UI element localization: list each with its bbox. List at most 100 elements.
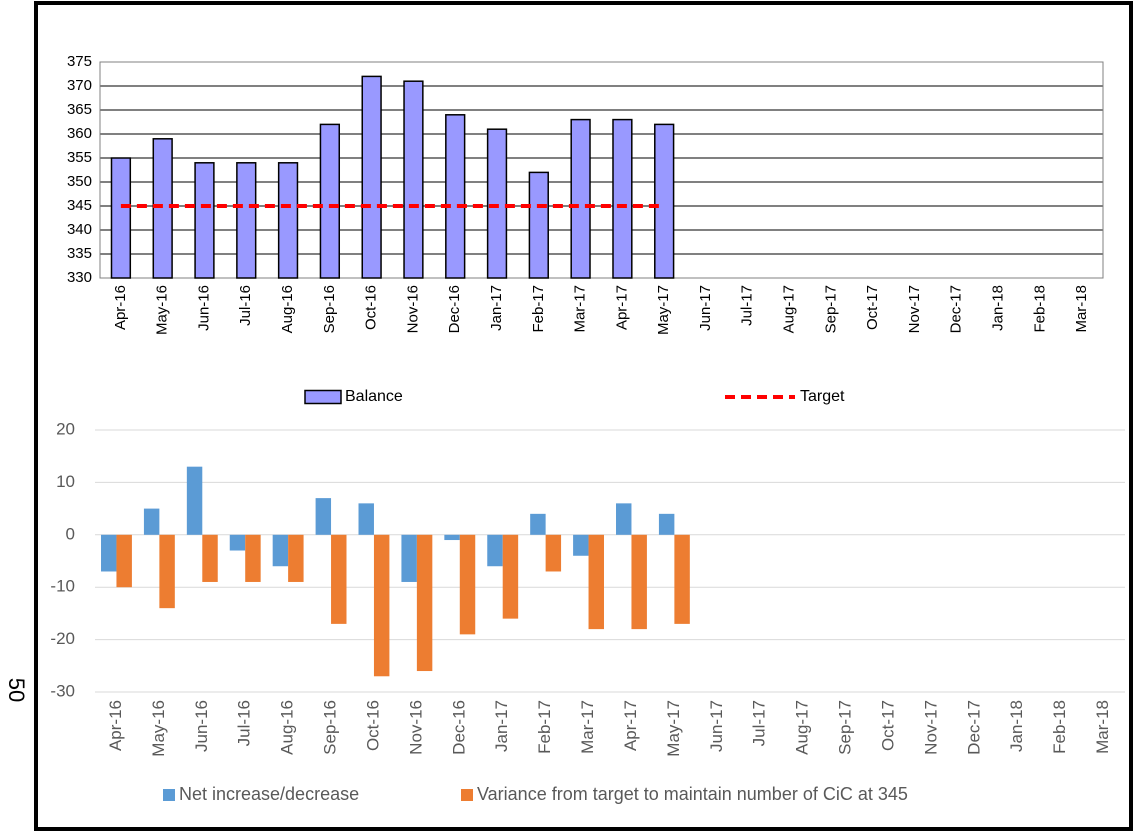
bar: [530, 513, 546, 535]
x-tick-label: Apr-16: [106, 700, 125, 751]
bar: [631, 534, 647, 630]
x-tick-label: Oct-16: [363, 285, 380, 330]
x-tick-label: Sep-16: [321, 700, 340, 755]
bar: [487, 534, 503, 567]
x-tick-label: Jul-16: [235, 700, 254, 746]
y-tick-label: -30: [50, 681, 75, 700]
legend-label: Target: [800, 388, 845, 405]
y-tick-label: -20: [50, 629, 75, 648]
x-tick-label: Feb-17: [535, 700, 554, 754]
bar: [202, 534, 218, 582]
x-tick-label: Jul-16: [237, 285, 254, 326]
bar: [152, 138, 173, 279]
x-tick-label: Oct-17: [878, 700, 897, 751]
legend-label: Net increase/decrease: [179, 784, 359, 804]
legend-label: Variance from target to maintain number …: [477, 784, 908, 804]
x-tick-label: Jun-16: [195, 285, 212, 331]
x-tick-label: Jun-17: [707, 700, 726, 752]
bar: [272, 534, 289, 567]
bar: [236, 162, 257, 279]
bar: [545, 534, 562, 572]
bar: [288, 534, 304, 582]
x-tick-label: Jun-17: [697, 285, 714, 331]
bar: [674, 534, 690, 624]
x-tick-label: Jan-17: [488, 285, 505, 331]
x-tick-label: Jan-17: [492, 700, 511, 752]
x-tick-label: May-17: [655, 285, 672, 335]
x-tick-label: May-17: [664, 700, 683, 757]
x-tick-label: Dec-17: [948, 285, 965, 333]
x-tick-label: Apr-17: [613, 285, 630, 330]
x-tick-label: Nov-17: [921, 700, 940, 755]
bar: [315, 498, 332, 535]
bar: [502, 534, 519, 619]
y-tick-label: 370: [67, 77, 92, 94]
x-tick-label: Nov-17: [906, 285, 923, 333]
bar: [444, 534, 460, 541]
bar: [612, 118, 633, 279]
bar: [277, 162, 299, 279]
bar: [143, 508, 160, 535]
bar: [245, 534, 261, 582]
bar: [528, 171, 549, 279]
y-tick-label: 355: [67, 149, 92, 166]
bar: [110, 157, 132, 279]
x-tick-label: Feb-18: [1031, 285, 1048, 333]
bar: [319, 123, 341, 279]
y-tick-label: 350: [67, 173, 92, 190]
x-tick-label: Apr-16: [112, 285, 129, 330]
bar: [159, 534, 175, 609]
bar: [658, 513, 675, 535]
y-tick-label: -10: [50, 577, 75, 596]
y-tick-label: 0: [66, 524, 75, 543]
y-tick-label: 345: [67, 197, 92, 214]
x-tick-label: Apr-17: [621, 700, 640, 751]
x-tick-label: Dec-16: [449, 700, 468, 755]
y-tick-label: 20: [56, 419, 75, 438]
x-tick-label: Mar-17: [578, 700, 597, 754]
x-tick-label: Sep-16: [321, 285, 338, 333]
legend-label: Balance: [345, 388, 403, 405]
y-tick-label: 330: [67, 269, 92, 286]
bar: [401, 534, 417, 582]
x-tick-label: Jun-16: [192, 700, 211, 752]
x-tick-label: May-16: [149, 700, 168, 757]
bar: [616, 503, 632, 535]
y-tick-label: 375: [67, 53, 92, 70]
bar: [570, 118, 591, 279]
x-tick-label: Aug-16: [279, 285, 296, 333]
bar: [361, 75, 382, 279]
x-tick-label: Jan-18: [989, 285, 1006, 331]
x-tick-label: Feb-18: [1050, 700, 1069, 754]
x-tick-label: Aug-16: [278, 700, 297, 755]
y-tick-label: 360: [67, 125, 92, 142]
x-tick-label: Jul-17: [750, 700, 769, 746]
x-tick-label: Dec-16: [446, 285, 463, 333]
x-tick-label: Feb-17: [530, 285, 547, 333]
y-tick-label: 340: [67, 221, 92, 238]
bar: [445, 114, 466, 279]
bar: [186, 466, 203, 535]
bar: [486, 128, 508, 279]
page-frame: [34, 1, 1133, 831]
bar: [373, 534, 390, 677]
bar: [229, 534, 246, 551]
x-tick-label: Aug-17: [781, 285, 798, 333]
x-tick-label: Jul-17: [739, 285, 756, 326]
x-tick-label: Oct-17: [864, 285, 881, 330]
x-tick-label: Dec-17: [964, 700, 983, 755]
page-number: 50: [4, 678, 29, 702]
bar: [101, 534, 117, 572]
bar: [654, 123, 675, 279]
legend-swatch: [163, 789, 175, 801]
bar: [358, 503, 374, 535]
plot-frame: [99, 61, 1104, 279]
x-tick-label: May-16: [154, 285, 171, 335]
x-tick-label: Sep-17: [822, 285, 839, 333]
x-tick-label: Sep-17: [836, 700, 855, 755]
bar: [403, 80, 424, 279]
bar: [331, 534, 347, 624]
bar: [459, 534, 476, 635]
x-tick-label: Oct-16: [363, 700, 382, 751]
legend-swatch: [461, 789, 473, 801]
